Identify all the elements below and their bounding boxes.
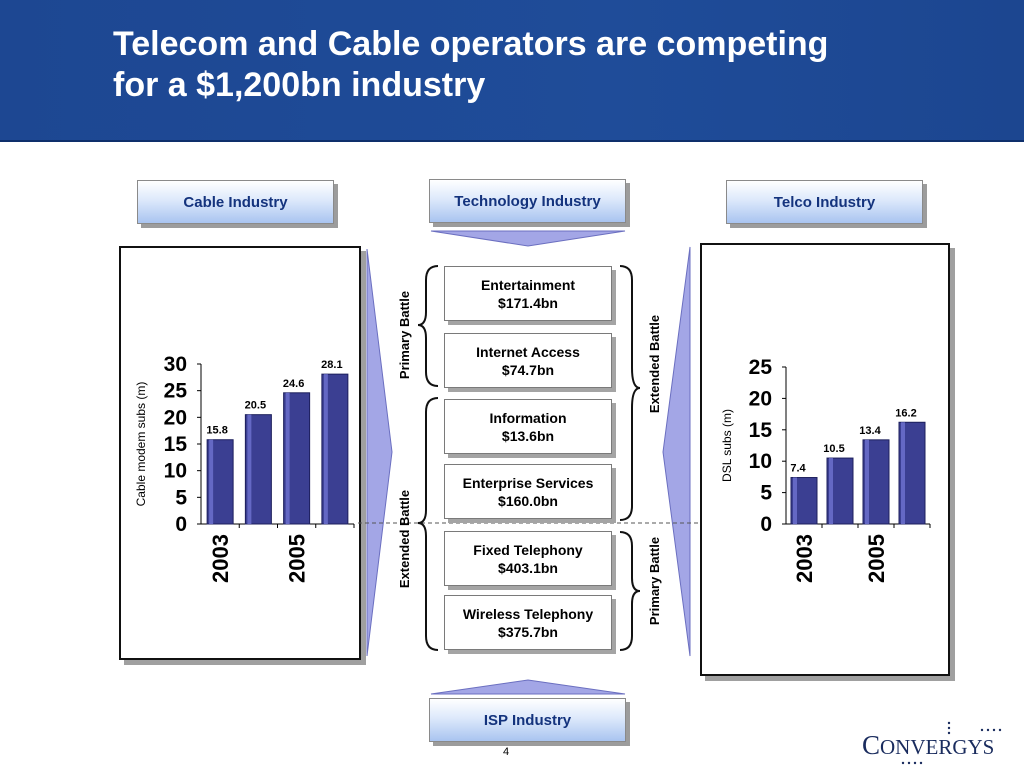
y-tick-label: 15 [749, 419, 773, 442]
segment-value: $74.7bn [501, 361, 555, 378]
right-brace-extended [619, 265, 641, 521]
bar-highlight [323, 374, 328, 524]
isp-up-arrow [430, 679, 626, 695]
right-extended-battle-label: Extended Battle [647, 314, 662, 414]
segment-name: Fixed Telephony [473, 541, 583, 558]
cable-chart-panel [119, 246, 361, 660]
left-extended-battle-label: Extended Battle [397, 489, 412, 589]
logo-wordmark: CONVERGYS [862, 730, 995, 760]
segment-value: $403.1bn [498, 559, 558, 576]
left-primary-battle-label: Primary Battle [397, 290, 412, 380]
y-tick-label: 0 [175, 513, 187, 536]
data-label: 7.4 [790, 463, 806, 475]
segment-internet-access: Internet Access $74.7bn [444, 333, 612, 388]
slide-title-line-1: Telecom and Cable operators are competin… [113, 25, 829, 63]
y-axis-title: DSL subs (m) [720, 409, 734, 482]
y-tick-label: 30 [164, 353, 187, 376]
logo-dots-icon [901, 721, 1002, 765]
segment-value: $375.7bn [498, 623, 558, 640]
y-tick-label: 15 [164, 433, 188, 456]
title-banner-divider [0, 140, 1024, 142]
segment-name: Wireless Telephony [462, 605, 594, 622]
segment-name: Enterprise Services [462, 474, 594, 491]
slide-title: Telecom and Cable operators are competin… [113, 24, 993, 106]
bar-highlight [209, 439, 214, 524]
x-tick-label: 2003 [208, 534, 233, 583]
x-tick-label: 2005 [864, 534, 889, 583]
cable-right-arrow [366, 248, 393, 657]
segment-name: Internet Access [476, 343, 580, 360]
data-label: 20.5 [245, 400, 266, 412]
segment-fixed-telephony: Fixed Telephony $403.1bn [444, 531, 612, 586]
segment-value: $160.0bn [498, 492, 558, 509]
data-label: 15.8 [206, 425, 227, 437]
technology-down-arrow [430, 230, 626, 247]
segment-name: Information [489, 409, 567, 426]
bar-highlight [285, 392, 290, 524]
bar-highlight [247, 414, 252, 524]
right-primary-battle-label: Primary Battle [647, 536, 662, 626]
segment-entertainment: Entertainment $171.4bn [444, 266, 612, 321]
segment-information: Information $13.6bn [444, 399, 612, 454]
y-tick-label: 10 [749, 450, 772, 473]
title-banner [0, 0, 1024, 142]
page-number: 4 [503, 746, 510, 758]
convergys-logo: CONVERGYS [860, 720, 1010, 765]
data-label: 24.6 [283, 378, 304, 390]
slide-title-line-2: for a $1,200bn industry [113, 66, 486, 104]
bar-highlight [793, 477, 797, 524]
isp-industry-label: ISP Industry [429, 698, 626, 742]
data-label: 13.4 [859, 425, 881, 437]
telco-industry-label: Telco Industry [726, 180, 923, 224]
y-tick-label: 20 [749, 387, 772, 410]
y-tick-label: 25 [164, 380, 188, 403]
cable-industry-label: Cable Industry [137, 180, 334, 224]
cable-modem-chart: 0 5 10 15 20 25 30 Cable modem subs (m) 15.8 2003… [134, 353, 355, 583]
data-label: 28.1 [321, 359, 342, 371]
left-brace-extended [417, 397, 439, 651]
segment-wireless-telephony: Wireless Telephony $375.7bn [444, 595, 612, 650]
segment-name: Entertainment [480, 276, 576, 293]
segment-enterprise-services: Enterprise Services $160.0bn [444, 464, 612, 519]
y-tick-label: 0 [760, 513, 772, 536]
y-tick-label: 20 [164, 406, 187, 429]
y-tick-label: 5 [760, 482, 772, 505]
data-label: 10.5 [823, 443, 844, 455]
y-tick-label: 25 [749, 356, 773, 379]
right-brace-primary [619, 531, 641, 651]
y-tick-label: 5 [175, 486, 187, 509]
data-label: 16.2 [895, 407, 916, 419]
left-brace-primary [417, 265, 439, 387]
dsl-chart: 0 5 10 15 20 25 DSL subs (m) 7.4 2003 10.5 13.4 200… [720, 356, 931, 583]
telco-left-arrow [662, 246, 691, 657]
segment-value: $171.4bn [498, 294, 558, 311]
technology-industry-label: Technology Industry [429, 179, 626, 223]
bar-highlight [901, 422, 905, 524]
segment-value: $13.6bn [501, 427, 555, 444]
x-tick-label: 2003 [792, 534, 817, 583]
x-tick-label: 2005 [285, 534, 310, 583]
y-tick-label: 10 [164, 460, 187, 483]
bar-highlight [829, 458, 833, 524]
bar-highlight [865, 439, 869, 524]
y-axis-title: Cable modem subs (m) [134, 382, 148, 507]
